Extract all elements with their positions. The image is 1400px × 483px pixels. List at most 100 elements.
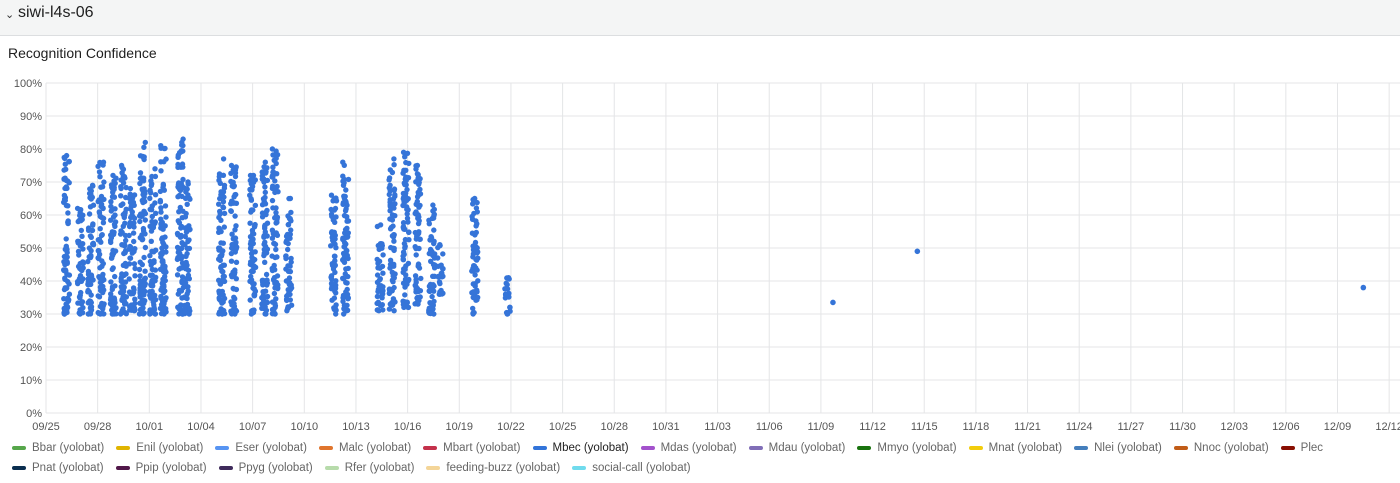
data-point[interactable] xyxy=(129,209,135,215)
data-point[interactable] xyxy=(328,274,334,280)
data-point[interactable] xyxy=(175,232,181,238)
data-point[interactable] xyxy=(416,179,422,186)
data-point[interactable] xyxy=(341,244,347,250)
data-point[interactable] xyxy=(218,264,224,270)
data-point[interactable] xyxy=(262,300,269,306)
data-point[interactable] xyxy=(287,263,293,269)
data-point[interactable] xyxy=(331,207,338,213)
data-point[interactable] xyxy=(440,251,446,257)
data-point[interactable] xyxy=(391,162,397,168)
data-point[interactable] xyxy=(123,311,129,317)
data-point[interactable] xyxy=(90,241,96,247)
data-point[interactable] xyxy=(247,234,254,240)
legend-item[interactable]: Enil (yolobat) xyxy=(116,442,203,454)
data-point[interactable] xyxy=(273,155,279,161)
data-point[interactable] xyxy=(249,227,256,234)
data-point[interactable] xyxy=(79,267,85,274)
data-point[interactable] xyxy=(111,194,117,200)
data-point[interactable] xyxy=(61,154,67,161)
data-point[interactable] xyxy=(66,281,72,287)
data-point[interactable] xyxy=(182,233,188,240)
data-point[interactable] xyxy=(380,252,386,258)
data-point[interactable] xyxy=(161,145,168,152)
data-point[interactable] xyxy=(120,223,127,229)
data-point[interactable] xyxy=(344,280,350,286)
data-point[interactable] xyxy=(152,278,158,284)
data-point[interactable] xyxy=(344,218,350,224)
data-point[interactable] xyxy=(231,200,237,206)
data-point[interactable] xyxy=(86,311,92,317)
data-point[interactable] xyxy=(404,150,411,156)
data-point[interactable] xyxy=(252,223,258,229)
legend-item[interactable]: Plec xyxy=(1280,442,1323,454)
data-point[interactable] xyxy=(185,267,192,273)
data-point[interactable] xyxy=(263,250,270,256)
data-point[interactable] xyxy=(249,183,256,190)
data-point[interactable] xyxy=(62,275,68,281)
data-point[interactable] xyxy=(179,161,186,167)
data-point[interactable] xyxy=(387,257,394,263)
data-point[interactable] xyxy=(285,268,292,274)
data-point[interactable] xyxy=(406,229,412,235)
data-point[interactable] xyxy=(333,245,339,251)
data-point[interactable] xyxy=(127,304,133,310)
data-point[interactable] xyxy=(182,309,188,315)
data-point[interactable] xyxy=(232,235,239,241)
data-point[interactable] xyxy=(77,260,83,267)
data-point[interactable] xyxy=(148,238,154,244)
data-point[interactable] xyxy=(187,196,193,202)
legend-item[interactable]: Ppip (yolobat) xyxy=(115,462,207,474)
data-point[interactable] xyxy=(473,244,479,250)
data-point[interactable] xyxy=(80,305,86,311)
data-point[interactable] xyxy=(148,178,154,184)
data-point[interactable] xyxy=(374,293,381,300)
data-point[interactable] xyxy=(158,220,164,227)
data-point[interactable] xyxy=(75,300,81,306)
data-point[interactable] xyxy=(147,187,153,193)
data-point[interactable] xyxy=(216,277,222,283)
data-point[interactable] xyxy=(112,306,118,312)
data-point[interactable] xyxy=(400,220,407,226)
data-point[interactable] xyxy=(273,209,279,216)
data-point[interactable] xyxy=(262,229,268,235)
data-point[interactable] xyxy=(430,208,436,214)
data-point[interactable] xyxy=(288,227,294,233)
data-point[interactable] xyxy=(341,193,347,199)
data-point[interactable] xyxy=(79,233,85,239)
data-point[interactable] xyxy=(142,231,148,237)
data-point[interactable] xyxy=(345,230,351,236)
data-point[interactable] xyxy=(431,298,437,305)
data-point[interactable] xyxy=(176,150,183,156)
data-point[interactable] xyxy=(64,254,70,260)
data-point[interactable] xyxy=(390,273,396,279)
data-point[interactable] xyxy=(391,238,397,244)
data-point[interactable] xyxy=(274,254,280,260)
data-point[interactable] xyxy=(150,298,156,304)
data-point[interactable] xyxy=(182,282,188,289)
data-point[interactable] xyxy=(340,178,346,184)
data-point[interactable] xyxy=(101,301,107,307)
data-point[interactable] xyxy=(331,197,337,203)
data-point[interactable] xyxy=(62,161,68,167)
data-point[interactable] xyxy=(141,144,147,150)
data-point[interactable] xyxy=(330,231,337,237)
data-point[interactable] xyxy=(285,246,291,253)
data-point[interactable] xyxy=(137,170,144,176)
data-point[interactable] xyxy=(472,272,478,278)
data-point[interactable] xyxy=(270,266,277,272)
legend-item[interactable]: Pnat (yolobat) xyxy=(12,462,104,474)
data-point[interactable] xyxy=(332,269,338,276)
data-point[interactable] xyxy=(175,154,181,160)
data-point[interactable] xyxy=(127,243,133,250)
data-point[interactable] xyxy=(152,192,159,198)
data-point[interactable] xyxy=(216,288,222,294)
data-point[interactable] xyxy=(142,268,148,274)
data-point[interactable] xyxy=(264,277,270,283)
data-point[interactable] xyxy=(120,201,126,207)
data-point[interactable] xyxy=(152,200,158,206)
data-point[interactable] xyxy=(88,191,94,198)
data-point[interactable] xyxy=(63,236,69,242)
data-point[interactable] xyxy=(343,266,349,272)
data-point[interactable] xyxy=(286,195,292,202)
data-point[interactable] xyxy=(157,188,164,195)
